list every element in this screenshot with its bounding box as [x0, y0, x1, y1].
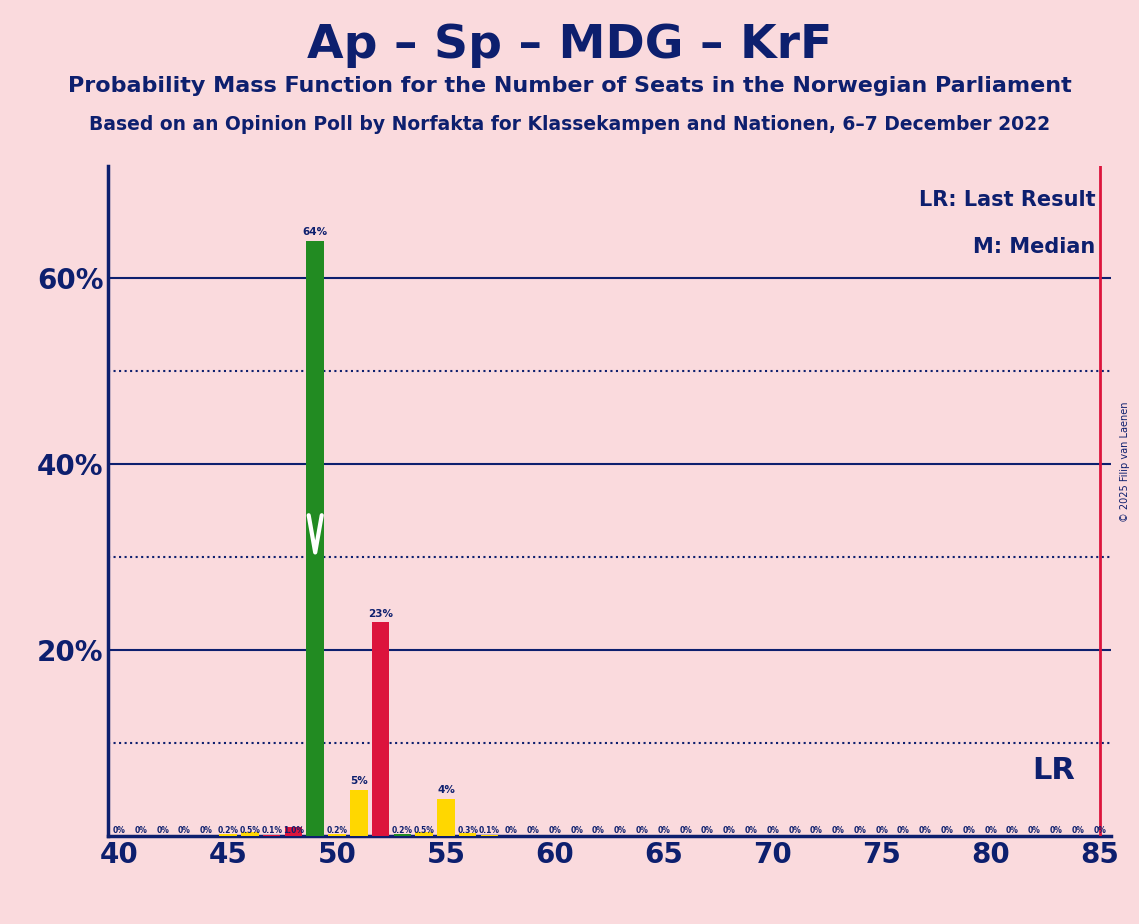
- Text: Probability Mass Function for the Number of Seats in the Norwegian Parliament: Probability Mass Function for the Number…: [67, 76, 1072, 96]
- Text: 0%: 0%: [767, 826, 779, 835]
- Text: 0%: 0%: [199, 826, 213, 835]
- Bar: [263, 835, 280, 836]
- Text: 0%: 0%: [134, 826, 147, 835]
- Text: 0%: 0%: [853, 826, 867, 835]
- Text: 0%: 0%: [898, 826, 910, 835]
- Text: 4%: 4%: [437, 785, 454, 796]
- Text: 0%: 0%: [156, 826, 169, 835]
- Text: 0%: 0%: [1072, 826, 1084, 835]
- Text: 0%: 0%: [679, 826, 693, 835]
- Text: 64%: 64%: [303, 227, 328, 237]
- Text: 0%: 0%: [113, 826, 125, 835]
- Text: Ap – Sp – MDG – KrF: Ap – Sp – MDG – KrF: [306, 23, 833, 68]
- Bar: [241, 832, 259, 836]
- Text: 0.1%: 0.1%: [480, 826, 500, 835]
- Text: 0%: 0%: [700, 826, 714, 835]
- Text: 0.2%: 0.2%: [327, 826, 347, 835]
- Bar: [328, 834, 346, 836]
- Text: 0%: 0%: [810, 826, 822, 835]
- Text: 0%: 0%: [919, 826, 932, 835]
- Text: 0%: 0%: [178, 826, 191, 835]
- Text: 0.5%: 0.5%: [239, 826, 261, 835]
- Text: © 2025 Filip van Laenen: © 2025 Filip van Laenen: [1120, 402, 1130, 522]
- Bar: [459, 833, 476, 836]
- Bar: [306, 241, 323, 836]
- Bar: [285, 827, 302, 836]
- Bar: [437, 799, 454, 836]
- Text: 0.3%: 0.3%: [457, 826, 478, 835]
- Text: 0%: 0%: [526, 826, 540, 835]
- Text: 0%: 0%: [614, 826, 626, 835]
- Text: 0%: 0%: [549, 826, 562, 835]
- Text: 0.1%: 0.1%: [261, 826, 282, 835]
- Text: 0%: 0%: [875, 826, 888, 835]
- Text: M: Median: M: Median: [973, 237, 1096, 257]
- Bar: [416, 832, 433, 836]
- Bar: [394, 834, 411, 836]
- Text: 0%: 0%: [1093, 826, 1106, 835]
- Text: 0%: 0%: [657, 826, 670, 835]
- Text: 0%: 0%: [1027, 826, 1041, 835]
- Text: 0.5%: 0.5%: [413, 826, 435, 835]
- Text: 0.2%: 0.2%: [218, 826, 238, 835]
- Text: 0%: 0%: [984, 826, 997, 835]
- Text: 1.0%: 1.0%: [282, 826, 304, 835]
- Text: 0%: 0%: [831, 826, 845, 835]
- Bar: [220, 834, 237, 836]
- Text: 0%: 0%: [723, 826, 736, 835]
- Text: LR: LR: [1033, 756, 1075, 784]
- Text: 5%: 5%: [350, 776, 368, 786]
- Text: 0%: 0%: [962, 826, 975, 835]
- Text: 0%: 0%: [788, 826, 801, 835]
- Text: 0%: 0%: [636, 826, 648, 835]
- Text: 0%: 0%: [941, 826, 953, 835]
- Text: 0%: 0%: [505, 826, 518, 835]
- Text: LR: Last Result: LR: Last Result: [919, 189, 1096, 210]
- Text: 0%: 0%: [1006, 826, 1019, 835]
- Text: 0.2%: 0.2%: [392, 826, 412, 835]
- Bar: [481, 835, 498, 836]
- Text: 23%: 23%: [368, 609, 393, 618]
- Text: 0%: 0%: [745, 826, 757, 835]
- Bar: [371, 622, 390, 836]
- Text: 0%: 0%: [1050, 826, 1063, 835]
- Text: 0%: 0%: [571, 826, 583, 835]
- Text: Based on an Opinion Poll by Norfakta for Klassekampen and Nationen, 6–7 December: Based on an Opinion Poll by Norfakta for…: [89, 116, 1050, 135]
- Bar: [350, 790, 368, 836]
- Text: 0%: 0%: [592, 826, 605, 835]
